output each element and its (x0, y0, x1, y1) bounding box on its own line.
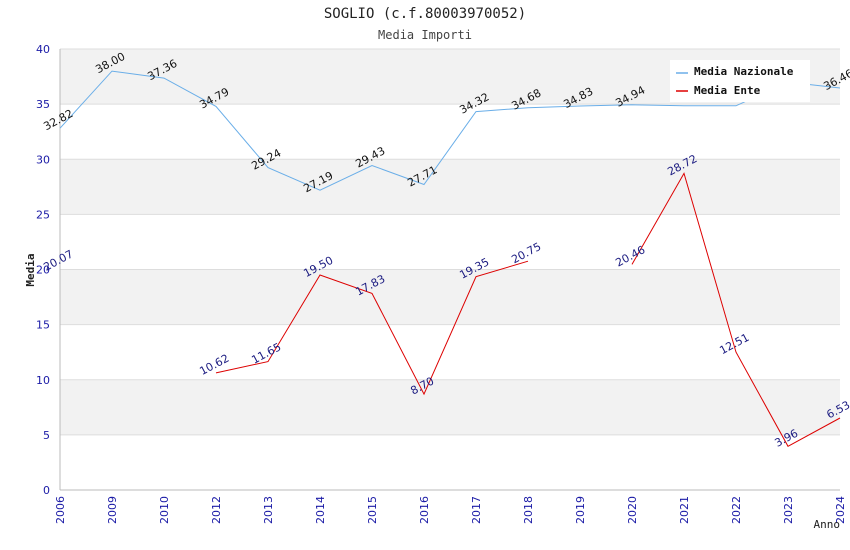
x-tick-label: 2006 (54, 496, 67, 524)
x-tick-label: 2014 (314, 496, 327, 524)
grid-band-4 (60, 214, 840, 270)
chart-title: SOGLIO (c.f.80003970052) (324, 6, 526, 22)
x-tick-label: 2017 (470, 496, 483, 524)
grid-band-3 (60, 269, 840, 325)
y-tick-label: 25 (36, 208, 50, 221)
x-tick-label: 2012 (210, 496, 223, 524)
x-tick-label: 2009 (106, 496, 119, 524)
grid-band-5 (60, 159, 840, 215)
x-tick-label: 2021 (678, 496, 691, 524)
series-layer (59, 70, 841, 447)
grid-band-1 (60, 379, 840, 435)
series-line-media-ente-2 (631, 172, 841, 447)
x-tick-label: 2023 (782, 496, 795, 524)
y-tick-label: 20 (36, 264, 50, 277)
grid-bands (60, 48, 840, 491)
x-tick-label: 2024 (834, 496, 847, 524)
series-line-media-ente-1 (215, 260, 529, 396)
axes: 0 5 10 15 20 25 30 35 40 2006 2009 2010 2012 2013 2014… (36, 43, 847, 524)
y-tick-label: 35 (36, 98, 50, 111)
grid-band-0 (60, 434, 840, 490)
chart-subtitle: Media Importi (378, 28, 472, 42)
y-tick-label: 5 (43, 429, 50, 442)
legend-entry-media-nazionale: Media Nazionale (694, 65, 794, 78)
y-tick-label: 10 (36, 374, 50, 387)
legend-box (670, 60, 810, 102)
x-tick-label: 2015 (366, 496, 379, 524)
x-tick-label: 2020 (626, 496, 639, 524)
series-line-media-nazionale-0 (59, 70, 841, 191)
x-tick-label: 2018 (522, 496, 535, 524)
x-tick-label: 2022 (730, 496, 743, 524)
x-tick-label: 2013 (262, 496, 275, 524)
grid-band-6 (60, 104, 840, 160)
y-tick-label: 30 (36, 153, 50, 166)
y-tick-label: 15 (36, 319, 50, 332)
grid-band-2 (60, 324, 840, 380)
legend-entry-media-ente: Media Ente (694, 84, 761, 97)
y-axis-label: Media (24, 253, 37, 286)
x-tick-label: 2016 (418, 496, 431, 524)
x-tick-label: 2010 (158, 496, 171, 524)
y-tick-label: 0 (43, 484, 50, 497)
x-tick-label: 2019 (574, 496, 587, 524)
legend: Media Nazionale Media Ente (670, 60, 810, 102)
y-tick-label: 40 (36, 43, 50, 56)
x-axis-label: Anno (814, 518, 841, 531)
